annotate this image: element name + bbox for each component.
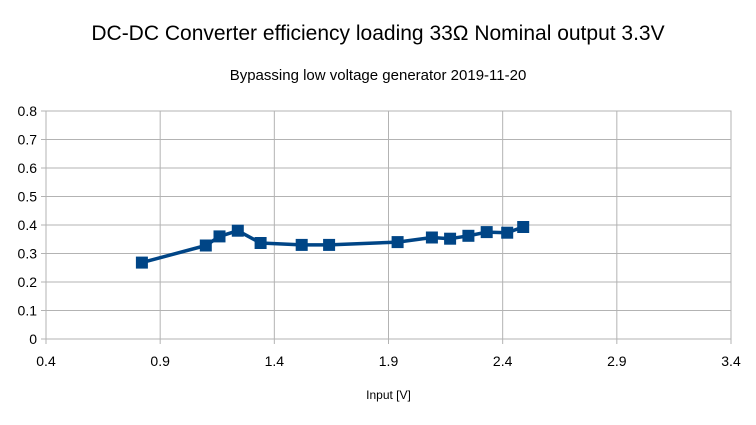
x-axis-label: Input [V] xyxy=(366,388,411,402)
data-point-marker xyxy=(199,239,212,252)
x-tick-label: 1.9 xyxy=(379,353,399,369)
x-tick-labels: 0.4 0.9 1.4 1.9 2.4 2.9 3.4 xyxy=(36,353,741,369)
data-point-marker xyxy=(213,230,226,243)
y-tick-label: 0.6 xyxy=(18,160,38,176)
y-tick-label: 0.7 xyxy=(18,132,38,148)
x-tick-label: 0.4 xyxy=(36,353,56,369)
y-tick-label: 0.1 xyxy=(18,303,38,319)
data-point-marker xyxy=(501,226,514,239)
y-tick-label: 0.2 xyxy=(18,274,38,290)
axes xyxy=(41,110,732,344)
x-tick-label: 0.9 xyxy=(150,353,170,369)
y-tick-label: 0.8 xyxy=(18,103,38,119)
chart-title: DC-DC Converter efficiency loading 33Ω N… xyxy=(91,22,665,45)
x-tick-label: 3.4 xyxy=(721,353,741,369)
x-tick-label: 2.4 xyxy=(493,353,513,369)
y-tick-label: 0.4 xyxy=(18,217,38,233)
x-tick-label: 1.4 xyxy=(265,353,285,369)
x-tick-label: 2.9 xyxy=(607,353,627,369)
data-point-marker xyxy=(480,226,493,239)
data-point-marker xyxy=(295,238,308,251)
data-point-marker xyxy=(135,256,148,269)
data-point-marker xyxy=(425,231,438,244)
y-tick-labels: 0 0.1 0.2 0.3 0.4 0.5 0.6 0.7 0.8 xyxy=(18,103,38,347)
series xyxy=(135,221,530,269)
data-point-marker xyxy=(391,236,404,249)
y-tick-label: 0 xyxy=(29,331,37,347)
y-tick-label: 0.3 xyxy=(18,246,38,262)
grid xyxy=(45,110,732,340)
data-point-marker xyxy=(517,221,530,233)
data-point-marker xyxy=(231,224,244,237)
chart-subtitle: Bypassing low voltage generator 2019-11-… xyxy=(229,67,527,84)
y-tick-label: 0.5 xyxy=(18,189,38,205)
plot-border xyxy=(45,110,732,340)
data-point-marker xyxy=(323,238,336,251)
data-point-marker xyxy=(462,229,475,242)
data-point-marker xyxy=(444,232,457,245)
data-point-marker xyxy=(254,237,267,249)
